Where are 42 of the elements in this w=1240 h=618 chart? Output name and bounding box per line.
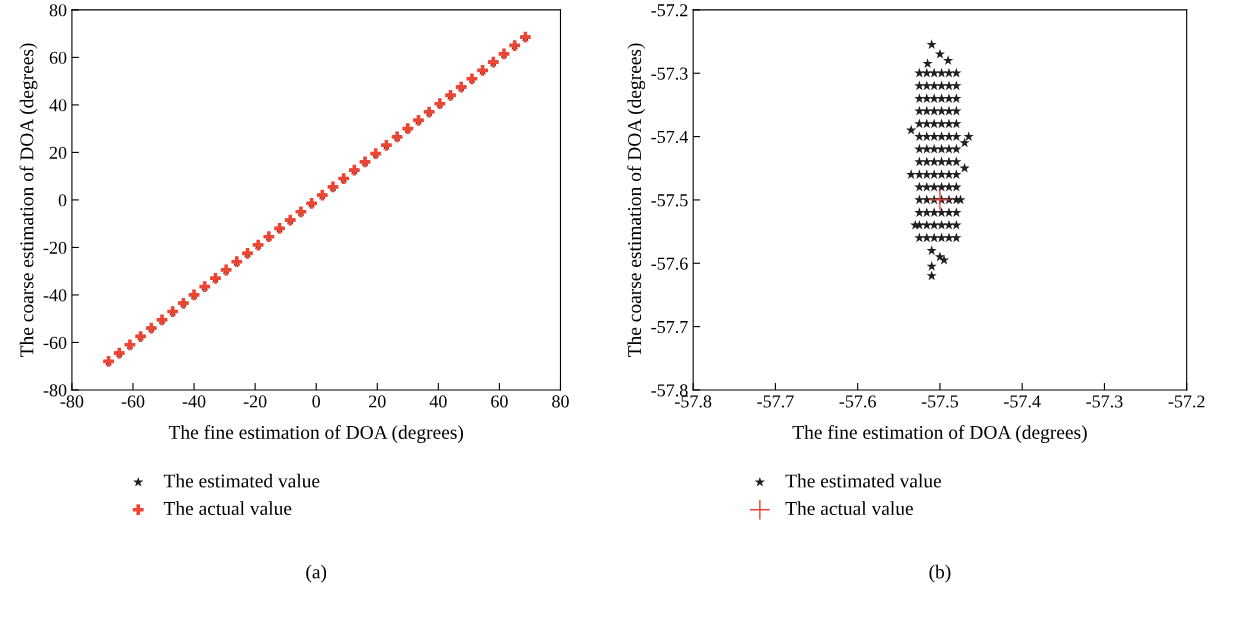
x-tick-label: 20 (369, 395, 386, 408)
x-tick-label: 40 (429, 395, 447, 408)
x-tick-label: 80 (552, 395, 569, 408)
y-tick-label: -57.2 (651, 4, 688, 17)
x-axis-title: The fine estimation of DOA (degrees) (168, 425, 464, 443)
y-tick-label: -80 (43, 384, 67, 397)
x-tick-label: -57.2 (1168, 395, 1205, 408)
x-axis-title: The fine estimation of DOA (degrees) (792, 425, 1087, 443)
y-tick-label: 0 (58, 194, 67, 207)
legend-label: The actual value (163, 501, 292, 516)
x-tick-label: -57.5 (921, 395, 959, 408)
y-tick-label: -57.6 (651, 257, 688, 270)
y-tick-label: -57.5 (651, 194, 688, 207)
x-tick-label: 0 (312, 395, 321, 408)
y-axis-title: The coarse estimation of DOA (degrees) (19, 43, 38, 357)
x-tick-label: -60 (121, 395, 145, 408)
x-tick-label: -80 (60, 395, 84, 408)
x-tick-label: -57.4 (1004, 395, 1041, 408)
legend-label: The estimated value (163, 473, 320, 488)
y-tick-label: -40 (43, 289, 67, 302)
x-tick-label: -57.8 (675, 395, 712, 408)
x-tick-label: -57.7 (757, 395, 794, 408)
x-tick-label: -57.6 (839, 395, 876, 408)
text: (a) (306, 564, 327, 583)
legend-label: The actual value (785, 501, 913, 516)
y-tick-label: -20 (43, 241, 67, 254)
x-tick-label: -57.3 (1086, 395, 1123, 408)
x-tick-label: -40 (182, 395, 206, 408)
x-tick-label: 60 (491, 395, 508, 408)
y-tick-label: -60 (43, 336, 67, 349)
x-tick-label: -20 (243, 395, 267, 408)
y-tick-label: -57.7 (651, 321, 688, 334)
y-tick-label: 20 (49, 146, 67, 159)
text: (b) (929, 564, 951, 583)
y-tick-label: 40 (49, 99, 67, 112)
y-axis-title: The coarse estimation of DOA (degrees) (627, 43, 646, 357)
y-tick-label: -57.8 (651, 384, 688, 397)
y-tick-label: 80 (49, 4, 67, 17)
y-tick-label: -57.3 (651, 67, 688, 80)
y-tick-label: 60 (49, 51, 67, 64)
y-tick-label: -57.4 (651, 130, 689, 144)
legend-label: The estimated value (785, 473, 942, 488)
